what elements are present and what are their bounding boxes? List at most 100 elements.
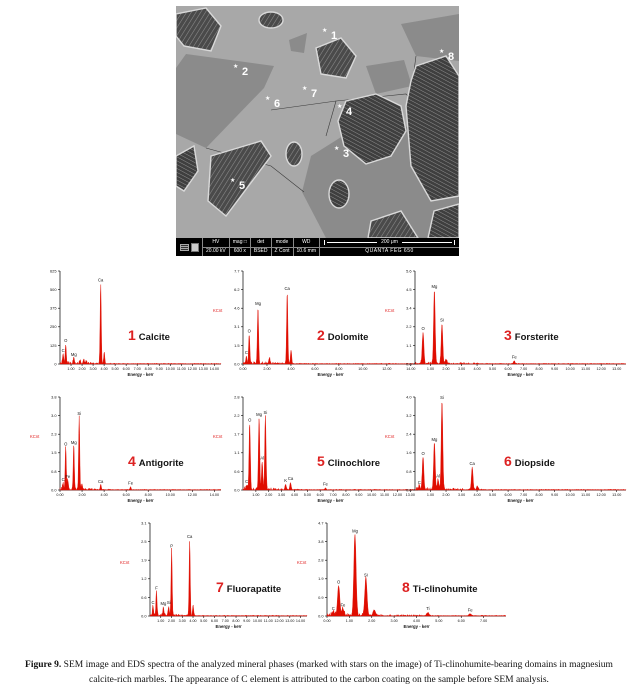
x-tick-label: 7.00 (134, 367, 141, 371)
x-axis-title: Energy - keV (403, 624, 429, 629)
sem-info-bar: HV 20.00 kV mag □ 600 x det BSED mode Z Cont WD 1… (176, 238, 459, 256)
x-tick-label: 2.00 (442, 367, 449, 371)
x-tick-label: 7.00 (480, 619, 487, 623)
x-axis-title: Energy - keV (507, 498, 533, 503)
x-tick-label: 2.00 (368, 619, 375, 623)
y-tick-label: 0.0 (141, 613, 147, 618)
x-tick-label: 4.00 (101, 493, 108, 497)
x-tick-label: 5.00 (435, 619, 442, 623)
y-tick-label: 3.1 (234, 324, 239, 329)
spectrum-series (326, 534, 507, 617)
x-tick-label: 9.00 (243, 619, 250, 623)
y-tick-label: 125 (50, 343, 57, 348)
y-tick-label: 2.5 (141, 539, 146, 544)
x-tick-label: 10.00 (566, 493, 575, 497)
y-tick-label: 625 (50, 268, 57, 273)
peak-label-Fe: Fe (65, 474, 71, 479)
sem-marker-number-4: 4 (346, 106, 353, 118)
panel-mineral: Calcite (139, 332, 170, 343)
x-tick-label: 1.00 (346, 619, 353, 623)
x-tick-label: 13.00 (612, 493, 621, 497)
x-tick-label: 2.00 (442, 493, 449, 497)
x-tick-label: 6.00 (504, 493, 511, 497)
x-tick-label: 12.00 (188, 493, 197, 497)
y-tick-label: 4.5 (406, 287, 411, 292)
axes (414, 397, 626, 491)
peak-label-P: P (170, 544, 173, 549)
eds-spectrum-panel-5: 2.8 2.2 1.7 1.1 0.6 0.0 KCnt 1.00 2.00 3.00 4.00 5.… (211, 390, 425, 517)
x-tick-label: 11.00 (581, 367, 590, 371)
sem-marker-number-8: 8 (448, 51, 454, 63)
panel-mineral: Forsterite (515, 332, 559, 343)
sem-marker-number-2: 2 (242, 66, 248, 78)
spectrum-series (149, 541, 308, 617)
peak-label-Al: Al (436, 473, 440, 478)
peak-label-Si: Si (167, 600, 171, 605)
y-tick-label: 0.0 (51, 487, 57, 492)
sem-marker-number-5: 5 (239, 180, 245, 192)
x-tick-label: 10.00 (367, 493, 376, 497)
x-tick-label: 1.00 (427, 367, 434, 371)
y-tick-label: 0.0 (406, 361, 412, 366)
peak-label-Mg: Mg (431, 437, 437, 442)
sem-bar-field-4: WD 10.6 mm (293, 238, 320, 256)
scale-bar-label: 200 μm (381, 238, 398, 245)
sem-marker-star-8: ★ (439, 48, 444, 55)
y-tick-label: 3.8 (318, 539, 323, 544)
x-tick-label: 14.00 (210, 493, 219, 497)
x-tick-label: 2.00 (265, 493, 272, 497)
x-tick-label: 9.00 (551, 493, 558, 497)
y-tick-label: 1.9 (141, 558, 146, 563)
peak-label-Fe: Fe (323, 482, 329, 487)
peak-label-Ca: Ca (470, 461, 476, 466)
y-axis-title: KCnt (213, 308, 223, 313)
y-tick-label: 375 (50, 306, 57, 311)
panel-mineral: Fluorapatite (227, 584, 281, 595)
y-tick-label: 7.7 (234, 268, 239, 273)
peak-label-O: O (421, 451, 425, 456)
spectrum-series (414, 291, 627, 365)
y-axis-title: KCnt (120, 560, 130, 565)
y-tick-label: 4.7 (318, 520, 323, 525)
peak-label-O: O (337, 580, 341, 585)
y-tick-label: 0.0 (234, 487, 240, 492)
spectrum-series (59, 284, 222, 365)
sem-field-value: 10.6 mm (296, 248, 316, 255)
eds-spectrum-panel-6: 4.0 3.2 2.4 1.6 0.8 0.0 KCnt 1.00 2.00 3.00 4.00 5.… (383, 390, 633, 517)
x-tick-label: 8.00 (232, 619, 239, 623)
sem-bar-scale-section: 200 μm QUANTA FEG 650 (319, 238, 459, 256)
y-tick-label: 0.8 (406, 469, 411, 474)
sem-marker-star-3: ★ (334, 145, 339, 152)
x-tick-label: 6.00 (123, 367, 130, 371)
sem-bar-field-1: mag □ 600 x (229, 238, 251, 256)
axes (59, 397, 221, 491)
eds-spectrum-panel-4: 3.8 3.0 2.3 1.5 0.8 0.0 KCnt 0.00 2.00 4.00 6.00 8.… (28, 390, 228, 517)
y-axis-title: KCnt (213, 434, 223, 439)
x-tick-label: 6.00 (317, 493, 324, 497)
x-axis-title: Energy - keV (317, 372, 343, 377)
y-tick-label: 1.5 (51, 450, 56, 455)
axes (59, 271, 221, 365)
panel-number: 3 (504, 327, 512, 343)
peak-label-F: F (155, 585, 158, 590)
x-axis-title: Energy - keV (127, 498, 153, 503)
peak-label-Ti: Ti (426, 606, 429, 611)
figure-caption: Figure 9. SEM image and EDS spectra of t… (12, 658, 626, 687)
x-tick-label: 12.00 (274, 619, 283, 623)
x-tick-label: 6.00 (458, 619, 465, 623)
x-tick-label: 2.00 (263, 367, 270, 371)
x-tick-label: 6.00 (311, 367, 318, 371)
panel-number: 8 (402, 579, 410, 595)
x-tick-label: 3.00 (458, 367, 465, 371)
x-axis-title: Energy - keV (507, 372, 533, 377)
peak-label-O: O (64, 338, 68, 343)
y-tick-label: 1.6 (406, 450, 411, 455)
x-tick-label: 6.00 (211, 619, 218, 623)
x-tick-label: 8.00 (145, 367, 152, 371)
sem-field-label: WD (293, 238, 319, 248)
peak-label-Si: Si (264, 410, 268, 415)
y-tick-label: 0 (54, 361, 57, 366)
x-tick-label: 13.00 (285, 619, 294, 623)
x-tick-label: 11.00 (264, 619, 273, 623)
x-tick-label: 7.00 (520, 493, 527, 497)
